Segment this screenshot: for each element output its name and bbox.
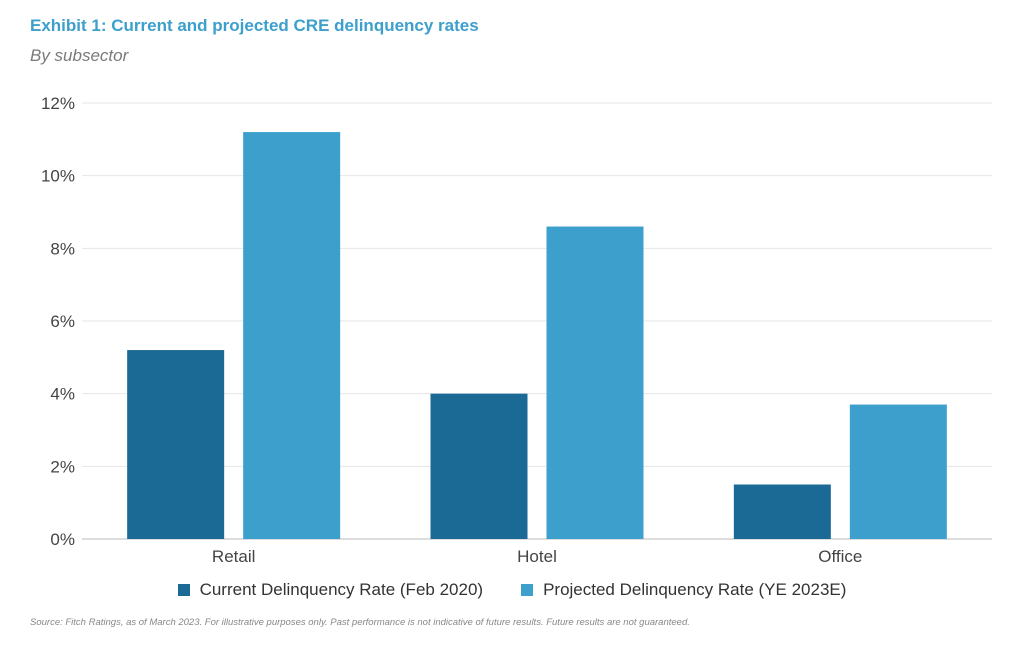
legend-label-projected: Projected Delinquency Rate (YE 2023E) xyxy=(543,580,847,599)
bar-hotel-current xyxy=(430,393,528,539)
x-tick-label: Office xyxy=(818,547,862,566)
bar-retail-current xyxy=(127,350,225,539)
legend-swatch-current xyxy=(177,584,190,596)
y-tick-label: 4% xyxy=(50,385,75,404)
y-tick-label: 8% xyxy=(50,239,75,258)
bar-hotel-projected xyxy=(546,226,644,540)
bar-retail-projected xyxy=(243,132,341,540)
legend-item-projected: Projected Delinquency Rate (YE 2023E) xyxy=(521,580,846,600)
legend-swatch-projected xyxy=(521,584,534,596)
legend-item-current: Current Delinquency Rate (Feb 2020) xyxy=(177,580,484,600)
source-note: Source: Fitch Ratings, as of March 2023.… xyxy=(30,617,690,628)
chart-subtitle: By subsector xyxy=(30,46,129,65)
chart-title: Exhibit 1: Current and projected CRE del… xyxy=(30,16,479,35)
bar-office-projected xyxy=(849,404,947,539)
y-tick-label: 0% xyxy=(50,530,75,549)
y-tick-label: 10% xyxy=(41,167,75,186)
x-tick-label: Hotel xyxy=(517,547,557,566)
y-tick-label: 6% xyxy=(50,312,75,331)
x-tick-label: Retail xyxy=(212,547,255,566)
legend: Current Delinquency Rate (Feb 2020) Proj… xyxy=(0,580,1024,600)
bar-office-current xyxy=(733,484,831,539)
y-tick-label: 2% xyxy=(50,457,75,476)
legend-label-current: Current Delinquency Rate (Feb 2020) xyxy=(199,580,484,599)
y-tick-label: 12% xyxy=(41,94,75,113)
